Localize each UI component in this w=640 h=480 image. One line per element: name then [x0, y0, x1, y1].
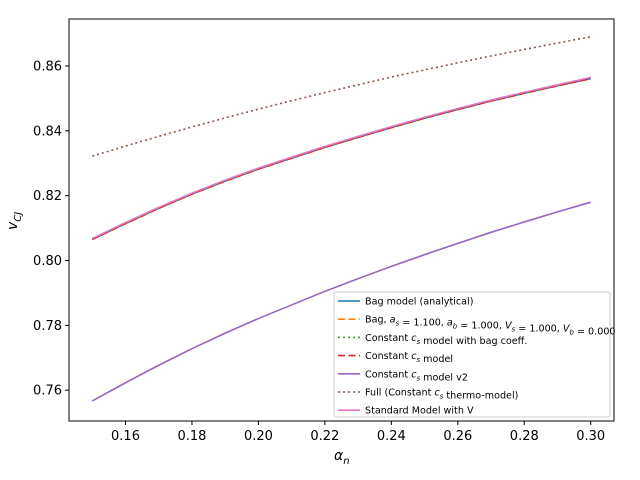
legend-label: Constant cs model with bag coeff.: [365, 333, 527, 347]
y-axis-label-text: vCJ: [5, 212, 24, 230]
x-axis-label-text: αn: [334, 448, 350, 467]
x-axis-ticks: 0.16 0.18 0.20 0.22 0.24 0.26 0.28 0.30: [111, 421, 605, 444]
x-tick-label: 0.22: [310, 429, 339, 444]
series-line-3: [91, 77, 591, 241]
x-tick-label: 0.18: [177, 429, 206, 444]
y-tick-label: 0.80: [33, 254, 62, 269]
y-tick-label: 0.86: [33, 60, 62, 75]
axes: [68, 18, 615, 422]
series-line-4: [91, 77, 591, 241]
x-tick-label: 0.28: [510, 429, 539, 444]
legend: Bag model (analytical) Bag, as = 1.100, a…: [333, 291, 616, 418]
x-tick-label: 0.24: [377, 429, 406, 444]
legend-label: Bag model (analytical): [365, 297, 473, 308]
series-line-6: [92, 36, 591, 157]
y-tick-label: 0.76: [33, 384, 62, 399]
x-tick-label: 0.30: [576, 429, 605, 444]
y-axis-label: vCJ: [5, 212, 24, 230]
y-tick-label: 0.78: [33, 319, 62, 334]
series-layer: [91, 36, 591, 402]
y-tick-label: 0.82: [33, 189, 62, 204]
axes-frame: [68, 18, 615, 422]
series-line-5: [91, 201, 591, 402]
y-axis-ticks: 0.76 0.78 0.80 0.82 0.84 0.86: [33, 60, 69, 399]
x-tick-label: 0.20: [244, 429, 273, 444]
legend-label: Full (Constant cs thermo-model): [365, 388, 518, 402]
legend-box: [333, 291, 611, 418]
legend-label: Standard Model with V: [365, 406, 474, 417]
y-tick-label: 0.84: [33, 124, 62, 139]
legend-label: Constant cs model v2: [365, 369, 468, 383]
x-tick-label: 0.26: [443, 429, 472, 444]
legend-label: Bag, as = 1.100, ab = 1.000, Vs = 1.000,…: [365, 315, 616, 338]
legend-label: Constant cs model: [365, 351, 453, 365]
x-tick-label: 0.16: [111, 429, 140, 444]
series-line-7: [91, 76, 591, 240]
x-axis-label: αn: [334, 448, 350, 467]
